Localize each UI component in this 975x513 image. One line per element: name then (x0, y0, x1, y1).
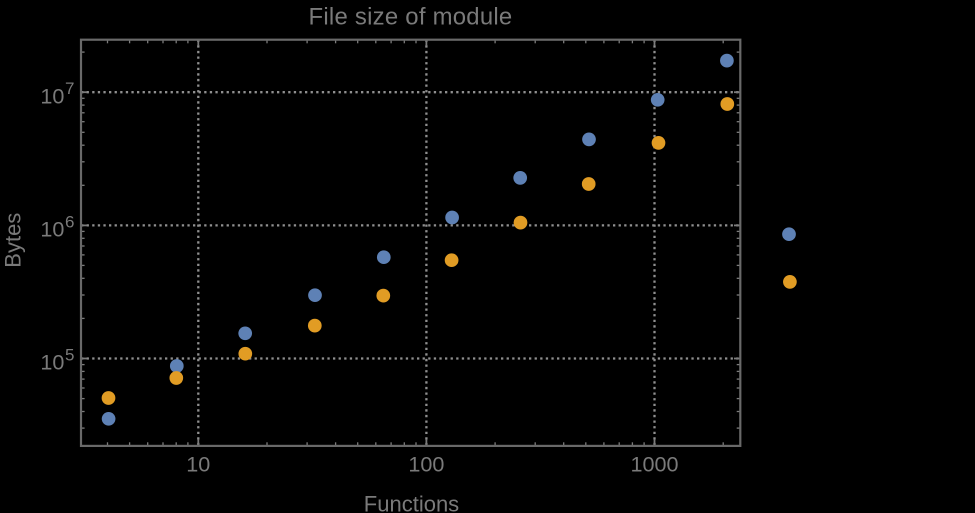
svg-text:10: 10 (186, 452, 210, 477)
svg-text:100: 100 (408, 452, 444, 477)
svg-text:5: 5 (65, 346, 74, 365)
svg-text:Functions: Functions (364, 492, 459, 513)
svg-text:10: 10 (40, 350, 64, 375)
svg-text:1000: 1000 (630, 452, 678, 477)
svg-text:Bytes: Bytes (1, 213, 26, 268)
svg-text:6: 6 (65, 212, 74, 231)
svg-text:File size of module: File size of module (309, 3, 513, 30)
svg-text:7: 7 (65, 79, 74, 98)
svg-text:10: 10 (40, 217, 64, 242)
svg-text:10: 10 (40, 83, 64, 108)
